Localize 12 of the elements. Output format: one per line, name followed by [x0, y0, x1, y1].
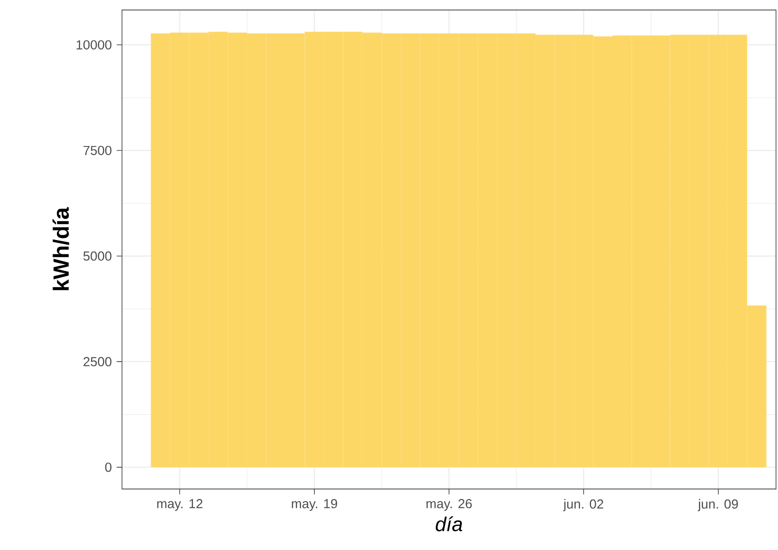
- x-axis-title: día: [436, 516, 462, 532]
- x-tick-label: jun. 02: [563, 499, 604, 512]
- y-tick-label: 10000: [76, 40, 112, 50]
- y-axis-title: kWh/día: [52, 207, 70, 290]
- x-tick-label: may. 26: [426, 499, 472, 511]
- y-tick-label: 0: [105, 462, 112, 472]
- x-tick-label: may. 19: [292, 499, 338, 511]
- y-tick-label: 2500: [84, 357, 112, 366]
- y-tick-label: 7500: [84, 146, 112, 156]
- x-tick-label: jun. 09: [698, 499, 738, 512]
- x-tick-label: may. 12: [157, 499, 202, 511]
- y-tick-label: 5000: [83, 251, 112, 261]
